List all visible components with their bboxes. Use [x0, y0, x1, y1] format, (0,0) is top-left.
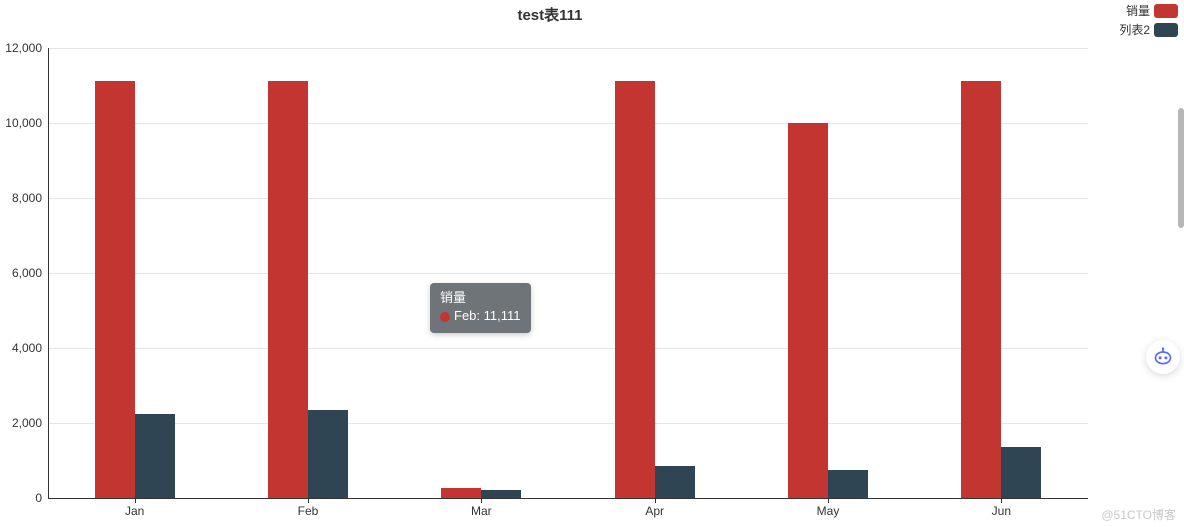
bar[interactable]: [308, 410, 348, 498]
assistant-float-button[interactable]: [1146, 340, 1180, 374]
x-axis-label: Mar: [471, 504, 492, 518]
y-axis-label: 10,000: [5, 116, 42, 130]
bar[interactable]: [615, 81, 655, 498]
x-axis: [48, 498, 1088, 499]
legend-swatch: [1154, 23, 1178, 37]
x-tick: [135, 498, 136, 503]
y-axis-label: 4,000: [12, 341, 42, 355]
tooltip-value-text: Feb: 11,111: [454, 308, 521, 323]
x-tick: [828, 498, 829, 503]
bar[interactable]: [961, 81, 1001, 498]
bar[interactable]: [481, 490, 521, 498]
grid-line: [48, 123, 1088, 124]
chart-container: test表111 02,0004,0006,0008,00010,00012,0…: [0, 0, 1100, 527]
tooltip: 销量 Feb: 11,111: [430, 283, 531, 333]
x-axis-label: Jun: [992, 504, 1011, 518]
watermark: @51CTO博客: [1101, 506, 1176, 523]
bar[interactable]: [655, 466, 695, 498]
grid-line: [48, 423, 1088, 424]
legend-item[interactable]: 销量: [1119, 2, 1178, 19]
y-axis-label: 8,000: [12, 191, 42, 205]
x-axis-label: Feb: [298, 504, 319, 518]
legend-swatch: [1154, 4, 1178, 18]
legend: 销量列表2: [1119, 2, 1178, 40]
x-axis-label: Jan: [125, 504, 144, 518]
bar[interactable]: [268, 81, 308, 498]
plot-area: 02,0004,0006,0008,00010,00012,000JanFebM…: [48, 48, 1088, 498]
scrollbar-thumb[interactable]: [1178, 108, 1184, 228]
bar[interactable]: [1001, 447, 1041, 498]
bar[interactable]: [441, 488, 481, 498]
x-tick: [655, 498, 656, 503]
grid-line: [48, 198, 1088, 199]
tooltip-value-row: Feb: 11,111: [440, 307, 521, 325]
x-tick: [308, 498, 309, 503]
bar[interactable]: [828, 470, 868, 498]
bar[interactable]: [135, 414, 175, 498]
robot-icon: [1153, 347, 1173, 367]
x-axis-label: Apr: [645, 504, 664, 518]
tooltip-marker: [440, 312, 450, 322]
legend-label: 列表2: [1119, 21, 1150, 38]
tooltip-series-name: 销量: [440, 289, 521, 307]
scrollbar-track[interactable]: [1178, 0, 1184, 527]
grid-line: [48, 273, 1088, 274]
y-axis-label: 0: [35, 491, 42, 505]
legend-label: 销量: [1126, 2, 1150, 19]
legend-item[interactable]: 列表2: [1119, 21, 1178, 38]
y-axis-label: 12,000: [5, 41, 42, 55]
bar[interactable]: [95, 81, 135, 498]
grid-line: [48, 48, 1088, 49]
y-axis: [48, 48, 49, 498]
chart-title: test表111: [0, 4, 1100, 25]
y-axis-label: 2,000: [12, 416, 42, 430]
x-tick: [1001, 498, 1002, 503]
grid-line: [48, 348, 1088, 349]
bar[interactable]: [788, 123, 828, 498]
x-tick: [481, 498, 482, 503]
y-axis-label: 6,000: [12, 266, 42, 280]
x-axis-label: May: [817, 504, 840, 518]
